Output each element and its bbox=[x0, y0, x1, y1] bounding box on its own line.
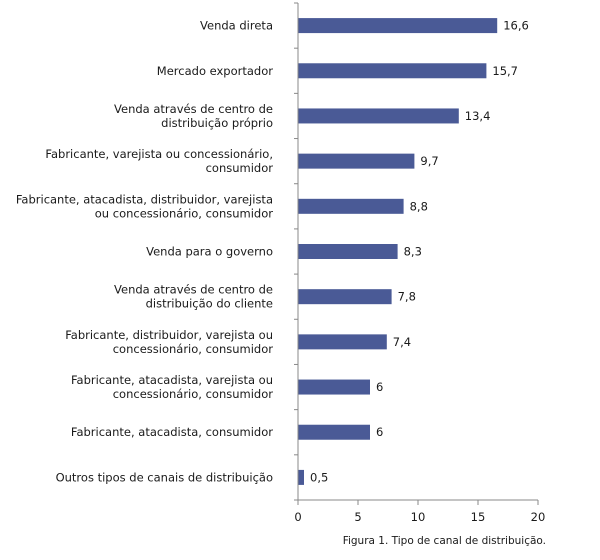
category-labels: Venda direta Mercado exportador Venda atra… bbox=[16, 19, 273, 485]
data-label: 7,4 bbox=[393, 335, 411, 349]
figure-caption: Figura 1. Tipo de canal de distribuição. bbox=[342, 535, 546, 547]
bar bbox=[298, 379, 370, 395]
category-label: Venda através de centro de distribuição d… bbox=[114, 283, 273, 311]
data-label: 6 bbox=[376, 380, 383, 394]
x-tick-label: 15 bbox=[471, 510, 486, 524]
data-label: 15,7 bbox=[492, 64, 518, 78]
data-label: 0,5 bbox=[310, 470, 328, 484]
bar bbox=[298, 18, 498, 34]
category-label: Fabricante, distribuidor, varejista ou co… bbox=[65, 328, 273, 356]
x-tick-label: 0 bbox=[294, 510, 301, 524]
bar bbox=[298, 153, 415, 169]
x-tick-label: 5 bbox=[354, 510, 361, 524]
data-label: 6 bbox=[376, 425, 383, 439]
bar bbox=[298, 424, 370, 440]
category-label: Venda através de centro de distribuição p… bbox=[114, 102, 273, 130]
value-axis: 0 5 10 15 20 bbox=[294, 499, 546, 524]
category-label: Fabricante, varejista ou concessionário,… bbox=[45, 147, 273, 175]
data-label: 16,6 bbox=[503, 19, 529, 33]
x-tick-label: 10 bbox=[411, 510, 426, 524]
category-label: Fabricante, atacadista, distribuidor, va… bbox=[16, 192, 273, 220]
value-labels: 16,6 15,7 13,4 9,7 8,8 8,3 7,8 7,4 6 6 0,5 bbox=[310, 19, 529, 485]
bar bbox=[298, 244, 398, 259]
data-label: 8,8 bbox=[410, 199, 428, 213]
category-axis bbox=[294, 2, 299, 501]
bar bbox=[298, 198, 404, 214]
category-label: Fabricante, atacadista, consumidor bbox=[71, 425, 273, 439]
bars bbox=[298, 18, 498, 485]
data-label: 8,3 bbox=[404, 245, 422, 259]
bar bbox=[298, 108, 459, 124]
category-label: Venda direta bbox=[200, 19, 273, 33]
category-label: Venda para o governo bbox=[146, 245, 273, 259]
category-label: Outros tipos de canais de distribuição bbox=[56, 470, 273, 484]
bar bbox=[298, 469, 304, 485]
category-label: Mercado exportador bbox=[157, 64, 273, 78]
bar bbox=[298, 63, 487, 79]
data-label: 9,7 bbox=[420, 154, 438, 168]
bar bbox=[298, 334, 387, 350]
x-tick-label: 20 bbox=[531, 510, 546, 524]
bar bbox=[298, 289, 392, 305]
data-label: 7,8 bbox=[398, 290, 416, 304]
data-label: 13,4 bbox=[465, 109, 491, 123]
category-label: Fabricante, atacadista, varejista ou conc… bbox=[71, 373, 273, 401]
